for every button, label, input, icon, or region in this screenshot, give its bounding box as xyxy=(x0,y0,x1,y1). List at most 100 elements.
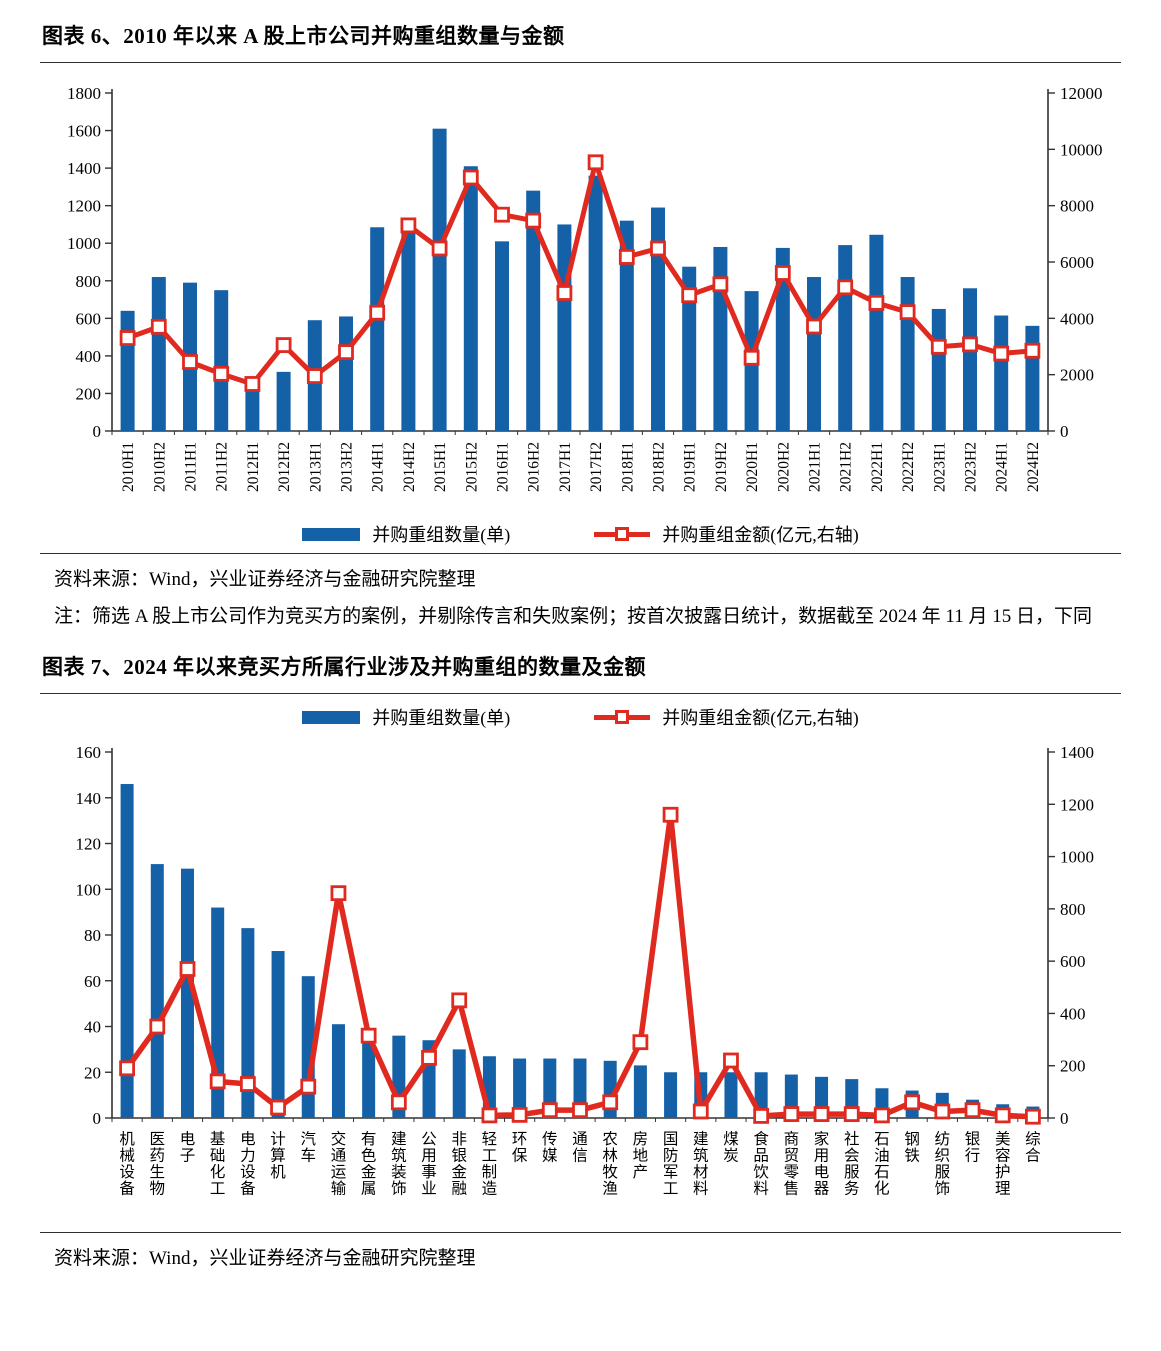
left-axis-label: 1600 xyxy=(67,122,101,141)
line-swatch xyxy=(594,710,651,725)
line-marker xyxy=(119,1060,135,1077)
line-marker xyxy=(149,1018,166,1035)
bar xyxy=(869,234,884,431)
bar xyxy=(619,220,634,431)
left-axis-label: 1200 xyxy=(67,197,101,216)
figure7-chart-svg: 0 20 40 60 80 100 120 140 160 0 200 400 600 800 1000 12… xyxy=(76,743,1095,1198)
bar xyxy=(775,247,790,431)
divider xyxy=(40,62,1121,63)
line-marker xyxy=(681,287,698,304)
line-marker xyxy=(119,330,136,346)
line-marker xyxy=(494,206,510,223)
figure6-legend: 并购重组数量(单) 并购重组金额(亿元,右轴) xyxy=(40,517,1121,553)
right-axis-label: 400 xyxy=(1060,1005,1086,1024)
x-axis-label: 2014H1 xyxy=(370,442,387,492)
left-axis-label: 40 xyxy=(84,1018,101,1037)
x-axis-label: 2018H2 xyxy=(651,442,668,492)
line-marker xyxy=(712,276,729,293)
divider xyxy=(40,693,1121,695)
bar xyxy=(370,227,385,431)
bar xyxy=(401,228,416,431)
line-marker xyxy=(632,1034,649,1051)
x-axis-label: 2023H1 xyxy=(931,442,948,492)
line-marker xyxy=(150,318,167,335)
bar xyxy=(724,1072,738,1119)
x-axis-label: 2016H2 xyxy=(526,442,543,492)
left-axis-label: 600 xyxy=(76,309,102,328)
bar xyxy=(276,371,291,431)
line-swatch xyxy=(594,527,651,541)
figure7-legend: 并购重组数量(单) 并购重组金额(亿元,右轴) xyxy=(40,700,1121,736)
line-marker xyxy=(650,240,666,257)
left-axis-label: 140 xyxy=(76,789,102,808)
left-axis-label: 1000 xyxy=(67,234,101,253)
divider xyxy=(40,553,1121,554)
legend-label-count: 并购重组数量(单) xyxy=(372,708,511,729)
x-axis-label: 交通运输 xyxy=(331,1130,347,1198)
bar xyxy=(271,951,285,1119)
right-axis-label: 800 xyxy=(1060,900,1086,919)
divider xyxy=(40,1232,1121,1234)
line-marker xyxy=(360,1027,377,1044)
bar xyxy=(664,1072,678,1119)
line-marker xyxy=(806,318,822,335)
line-marker xyxy=(431,240,448,257)
line-marker xyxy=(462,169,479,186)
line-marker xyxy=(723,1052,739,1069)
line-series xyxy=(125,159,1035,387)
figure6-chart: 0 200 400 600 800 1000 1200 1400 1600 1800 0 2000 40… xyxy=(40,63,1121,553)
x-axis-label: 2011H1 xyxy=(183,442,200,491)
x-axis-label: 2012H2 xyxy=(276,442,293,492)
bar xyxy=(150,864,164,1119)
line-marker xyxy=(369,304,386,321)
figure6-title: 图表 6、2010 年以来 A 股上市公司并购重组数量与金额 xyxy=(42,24,565,48)
line-marker xyxy=(994,1107,1011,1124)
right-axis-label: 2000 xyxy=(1060,366,1094,385)
line-marker xyxy=(618,249,635,265)
bar xyxy=(651,207,665,431)
left-axis-label: 80 xyxy=(84,926,101,945)
figure6-source: 资料来源：Wind，兴业证券经济与金融研究院整理 xyxy=(54,569,476,590)
line-marker xyxy=(239,1076,256,1093)
legend-item-count: 并购重组数量(单) xyxy=(302,704,510,730)
left-axis-label: 120 xyxy=(76,835,102,854)
x-axis-label: 2020H2 xyxy=(775,442,792,492)
line-marker xyxy=(275,337,292,353)
x-axis-label: 石油石化 xyxy=(874,1131,890,1198)
bar xyxy=(633,1065,647,1119)
bar xyxy=(120,310,135,431)
x-axis-label: 2010H1 xyxy=(120,442,137,492)
x-axis-label: 农林牧渔 xyxy=(602,1130,618,1198)
line-marker xyxy=(1024,342,1041,359)
x-axis-label: 2011H2 xyxy=(214,442,231,491)
left-axis-label: 0 xyxy=(93,422,102,441)
x-axis-label: 银行 xyxy=(965,1130,981,1165)
line-marker xyxy=(843,1106,860,1123)
x-axis-label: 建筑材料 xyxy=(693,1130,709,1198)
line-marker xyxy=(868,294,885,311)
left-axis-label: 20 xyxy=(84,1063,101,1082)
legend-item-amount: 并购重组金额(亿元,右轴) xyxy=(594,704,859,730)
line-marker xyxy=(753,1108,770,1124)
line-marker xyxy=(244,376,261,392)
line-marker-swatch xyxy=(615,710,630,725)
left-axis-label: 160 xyxy=(76,743,102,762)
line-marker xyxy=(179,961,196,977)
line-marker xyxy=(451,992,468,1009)
left-axis-label: 1400 xyxy=(67,159,101,178)
x-axis-label: 电子 xyxy=(180,1130,196,1165)
line-marker xyxy=(209,1073,226,1090)
x-axis-label: 公用事业 xyxy=(421,1131,437,1198)
bar xyxy=(526,190,541,431)
x-axis-label: 2014H2 xyxy=(401,442,418,492)
x-axis-label: 2024H1 xyxy=(994,442,1011,492)
bar xyxy=(120,784,134,1119)
x-axis-label: 2023H2 xyxy=(963,442,980,492)
line-marker xyxy=(602,1094,619,1111)
left-axis-label: 800 xyxy=(76,272,102,291)
bar xyxy=(452,1049,466,1119)
bar xyxy=(331,1024,345,1119)
line-marker xyxy=(511,1107,528,1123)
bar xyxy=(1025,325,1040,431)
